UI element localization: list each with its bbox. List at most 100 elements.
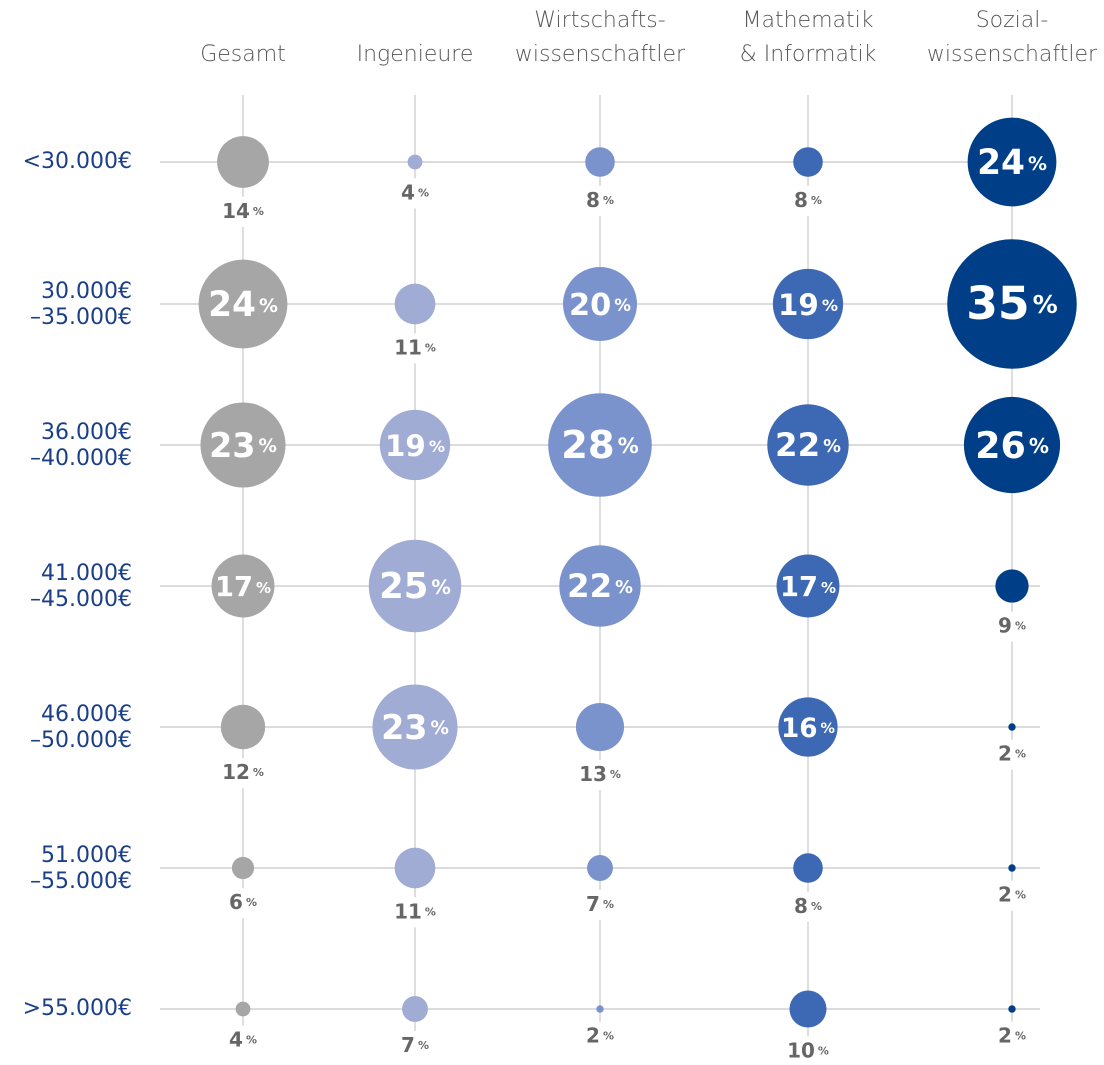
bubble: [407, 154, 423, 170]
row-label: –40.000€: [30, 446, 132, 471]
value-number: 28: [561, 423, 615, 468]
value-label: 35%: [966, 277, 1058, 330]
value-unit: %: [821, 721, 835, 737]
label-background: [213, 758, 273, 789]
row-label: 41.000€: [41, 561, 132, 586]
value-number: 2: [998, 882, 1012, 906]
bubble: [372, 684, 458, 770]
value-label: 24%: [977, 143, 1047, 183]
value-unit: %: [429, 437, 445, 456]
bubble: [575, 702, 625, 752]
value-unit: %: [253, 205, 264, 218]
bubble: [967, 117, 1057, 207]
value-unit: %: [259, 436, 277, 457]
value-label: 26%: [975, 424, 1049, 467]
value-number: 2: [998, 741, 1012, 765]
row-label: 51.000€: [41, 843, 132, 868]
value-number: 20: [569, 288, 611, 323]
value-label: 13%: [579, 762, 621, 786]
value-number: 23: [209, 426, 255, 465]
row-label: <30.000€: [23, 149, 132, 174]
value-label: 9%: [998, 613, 1026, 637]
label-background: [982, 739, 1042, 770]
column-header: Mathematik: [743, 8, 874, 33]
value-number: 19: [778, 288, 819, 322]
column-header: Gesamt: [200, 42, 286, 67]
value-unit: %: [1015, 1030, 1026, 1043]
value-label: 7%: [586, 891, 614, 915]
value-unit: %: [418, 186, 429, 199]
bubble: [559, 545, 641, 627]
bubble: [217, 136, 269, 188]
value-label: 17%: [780, 572, 836, 603]
value-unit: %: [610, 768, 621, 781]
value-number: 9: [998, 613, 1012, 637]
bubble: [776, 554, 840, 618]
bubble: [1008, 723, 1016, 731]
column-header: Sozial-: [976, 8, 1049, 33]
row-label: –35.000€: [30, 305, 132, 330]
bubble: [211, 554, 275, 618]
value-unit: %: [256, 579, 271, 597]
value-label: 6%: [229, 890, 257, 914]
value-number: 17: [215, 572, 253, 603]
label-background: [570, 185, 630, 216]
value-unit: %: [618, 433, 639, 458]
value-number: 16: [781, 714, 818, 744]
value-unit: %: [246, 1033, 257, 1046]
value-number: 24: [977, 143, 1025, 183]
value-number: 4: [401, 180, 415, 204]
value-unit: %: [1029, 434, 1049, 458]
value-number: 19: [385, 429, 426, 463]
value-label: 10%: [787, 1038, 829, 1061]
value-label: 8%: [586, 187, 614, 211]
value-unit: %: [246, 896, 257, 909]
value-label: 4%: [401, 180, 429, 204]
bubble: [198, 259, 288, 349]
value-label: 4%: [229, 1027, 257, 1051]
column-header: Ingenieure: [357, 42, 474, 67]
label-background: [213, 196, 273, 227]
value-label: 25%: [379, 566, 451, 607]
value-number: 26: [975, 424, 1026, 467]
bubble: [563, 267, 637, 341]
bubble: [789, 990, 827, 1028]
value-unit: %: [259, 295, 278, 317]
value-unit: %: [418, 1039, 429, 1052]
value-label: 23%: [381, 708, 449, 747]
row-label: 30.000€: [41, 279, 132, 304]
value-label: 23%: [209, 426, 277, 465]
bubble: [793, 147, 823, 177]
label-background: [213, 1025, 273, 1056]
value-unit: %: [822, 296, 838, 315]
bubble: [772, 268, 844, 340]
value-unit: %: [425, 905, 436, 918]
value-label: 22%: [567, 567, 633, 605]
row-label: 36.000€: [41, 420, 132, 445]
value-number: 2: [586, 1023, 600, 1047]
value-number: 6: [229, 890, 243, 914]
value-number: 4: [229, 1027, 243, 1051]
bubble: [585, 147, 615, 177]
bubble: [596, 1005, 604, 1013]
value-label: 19%: [778, 288, 838, 322]
label-background: [213, 888, 273, 919]
value-number: 25: [379, 566, 428, 607]
value-unit: %: [1015, 748, 1026, 761]
value-unit: %: [1015, 620, 1026, 633]
value-unit: %: [811, 900, 822, 913]
value-number: 11: [394, 335, 422, 359]
bubble: [995, 569, 1029, 603]
bubble: [200, 402, 286, 488]
bubble: [947, 239, 1077, 369]
value-number: 11: [394, 899, 422, 923]
value-label: 11%: [394, 335, 436, 359]
value-label: 8%: [794, 893, 822, 917]
label-background: [982, 880, 1042, 911]
label-background: [570, 760, 630, 791]
label-background: [385, 333, 445, 364]
value-label: 11%: [394, 899, 436, 923]
value-label: 20%: [569, 288, 631, 323]
label-background: [385, 897, 445, 928]
